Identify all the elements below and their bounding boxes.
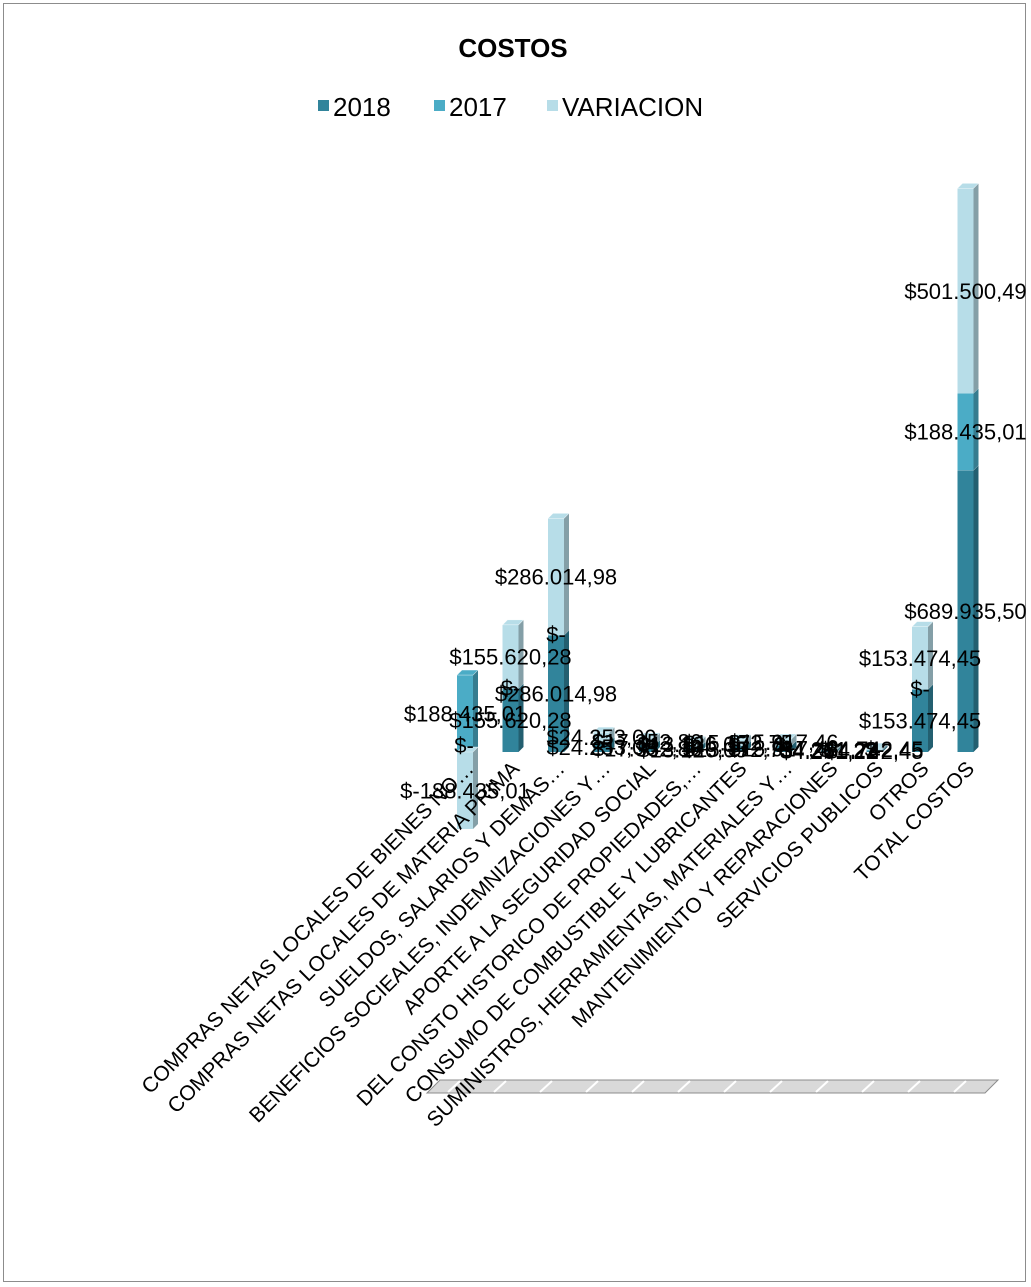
floor-hatch: [769, 1080, 783, 1093]
data-label-2017-4: $-: [592, 729, 612, 754]
floor-hatch: [907, 1080, 921, 1093]
bar-2017-1: [456, 669, 479, 752]
x-tick-labels-group: COMPRAS NETAS LOCALES DE BIENES NO…COMPR…: [137, 757, 979, 1131]
floor-hatch: [631, 1080, 645, 1093]
bar-variacion-7: [729, 734, 752, 746]
data-label-2018-5: $17.352,86: [592, 736, 702, 761]
bars-group: [456, 183, 980, 829]
floor-hatch: [815, 1080, 829, 1093]
data-label-2017-12: $188.435,01: [904, 420, 1026, 445]
data-label-2018-9: $4.261,22: [780, 739, 878, 764]
legend: 2018 2017 VARIACION: [318, 92, 703, 122]
bar-variacion-1: [456, 746, 479, 829]
data-labels-group: $-$188.435,01$-188.435,01$155.620,28$-$1…: [400, 279, 1027, 804]
bar-variacion-8: [774, 733, 798, 746]
floor-hatch: [493, 1080, 507, 1093]
data-label-variacion-2: $155.620,28: [449, 645, 571, 670]
bar-variacion-12: [956, 183, 980, 394]
bar-variacion-2: [501, 619, 525, 689]
legend-label-2018: 2018: [333, 92, 391, 122]
floor-hatch: [447, 1080, 461, 1093]
bar-variacion-4: [592, 726, 616, 743]
data-label-variacion-1: $-188.435,01: [400, 778, 530, 803]
floor-hatch: [677, 1080, 691, 1093]
data-label-2017-7: $-: [728, 733, 748, 758]
data-label-2018-7: $15.172,75: [683, 737, 793, 762]
bar-variacion-6: [683, 735, 707, 747]
bar-variacion-5: [638, 732, 661, 745]
data-label-2018-4: $24.253,00: [546, 735, 656, 760]
bar-variacion-9: [820, 743, 843, 751]
legend-swatch-2017: [434, 100, 445, 111]
data-label-variacion-10: $4.742,45: [826, 737, 924, 762]
data-label-2018-12: $689.935,50: [904, 599, 1026, 624]
data-label-2017-11: $-: [910, 676, 930, 701]
data-label-2017-6: $-: [683, 734, 703, 759]
data-label-2018-2: $155.620,28: [449, 708, 571, 733]
data-label-2018-1: $-: [454, 733, 474, 758]
bar-variacion-3: [547, 513, 570, 636]
data-label-variacion-6: $13.126,05: [637, 732, 747, 757]
data-label-2017-8: $-: [774, 732, 794, 757]
data-label-2017-5: $-: [637, 732, 657, 757]
legend-swatch-2018: [318, 100, 329, 111]
bar-2018-2: [501, 683, 525, 752]
data-label-2017-1: $188.435,01: [404, 702, 526, 727]
data-label-variacion-12: $501.500,49: [904, 279, 1026, 304]
bar-2018-12: [956, 464, 980, 752]
floor-hatch: [953, 1080, 967, 1093]
data-label-2018-11: $153.474,45: [859, 709, 981, 734]
data-label-2017-2: $-: [501, 675, 521, 700]
floor-hatch: [723, 1080, 737, 1093]
data-label-variacion-11: $153.474,45: [859, 646, 981, 671]
floor-hatch: [585, 1080, 599, 1093]
legend-swatch-variacion: [547, 100, 558, 111]
legend-label-2017: 2017: [449, 92, 507, 122]
data-label-variacion-7: $15.172,75: [683, 731, 793, 756]
bar-variacion-10: [865, 742, 889, 751]
data-label-2017-10: $-: [865, 737, 885, 762]
data-label-2017-9: $-: [819, 737, 839, 762]
chart-floor: [425, 1079, 1000, 1094]
chart-title: COSTOS: [458, 33, 567, 63]
bar-variacion-11: [911, 621, 934, 690]
data-label-variacion-5: $17.352,86: [592, 729, 702, 754]
data-label-2018-3: $286.014,98: [495, 682, 617, 707]
data-label-2017-3: $-: [546, 622, 566, 647]
floor-hatch: [861, 1080, 875, 1093]
data-label-2018-10: $4.742,45: [826, 739, 924, 764]
data-label-variacion-8: $15.917,46: [728, 730, 838, 755]
data-label-2018-8: $15.917,46: [728, 737, 838, 762]
floor-plane: [425, 1079, 1000, 1094]
floor-hatch: [539, 1080, 553, 1093]
data-label-variacion-3: $286.014,98: [495, 565, 617, 590]
data-label-variacion-4: $24.253,00: [546, 725, 656, 750]
legend-label-variacion: VARIACION: [562, 92, 703, 122]
data-label-2018-6: $13.126,05: [637, 737, 747, 762]
data-label-variacion-9: $4.261,22: [780, 737, 878, 762]
